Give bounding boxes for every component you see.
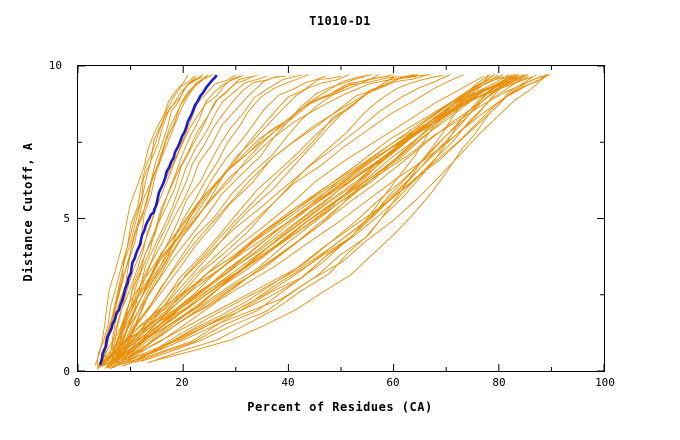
x-tick-60: 60 bbox=[386, 376, 400, 389]
y-tick-5: 5 bbox=[63, 212, 70, 225]
plot-area bbox=[77, 65, 605, 372]
plot-svg bbox=[78, 66, 604, 371]
x-tick-0: 0 bbox=[73, 376, 81, 389]
y-axis-label: Distance Cutoff, A bbox=[21, 142, 35, 282]
x-tick-100: 100 bbox=[595, 376, 615, 389]
axis-ticks-group bbox=[78, 66, 604, 371]
highlight-curve-group bbox=[100, 75, 217, 365]
x-tick-20: 20 bbox=[175, 376, 189, 389]
x-tick-40: 40 bbox=[281, 376, 295, 389]
x-axis-label: Percent of Residues (CA) bbox=[247, 400, 433, 414]
y-tick-10: 10 bbox=[48, 59, 62, 72]
y-tick-0: 0 bbox=[63, 365, 70, 378]
background-curves-group bbox=[95, 75, 550, 370]
x-tick-80: 80 bbox=[492, 376, 506, 389]
chart-title: T1010-D1 bbox=[309, 14, 371, 28]
